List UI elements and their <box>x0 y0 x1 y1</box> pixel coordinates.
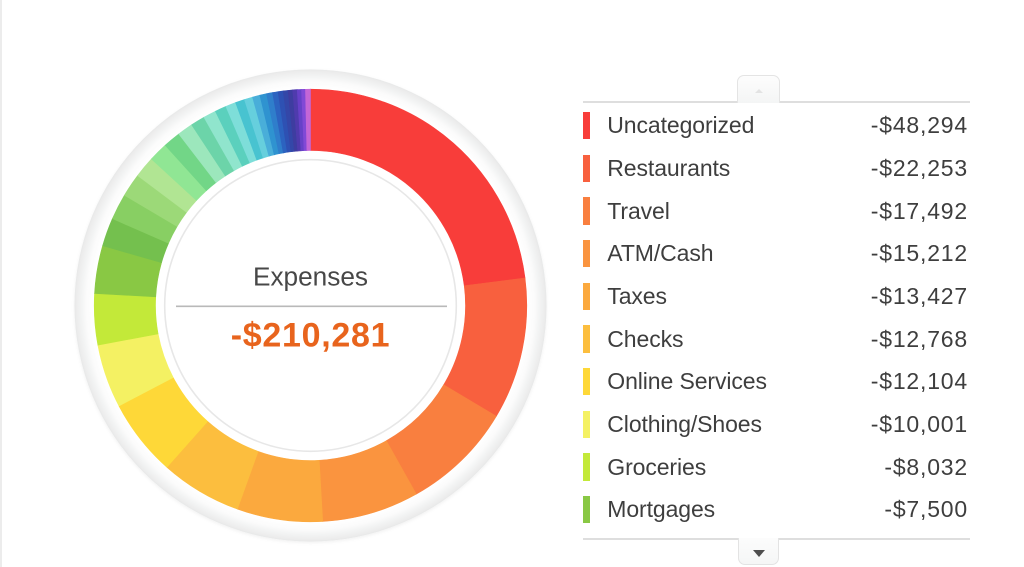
svg-text:Expenses: Expenses <box>253 262 368 292</box>
svg-text:-$210,281: -$210,281 <box>231 316 390 354</box>
